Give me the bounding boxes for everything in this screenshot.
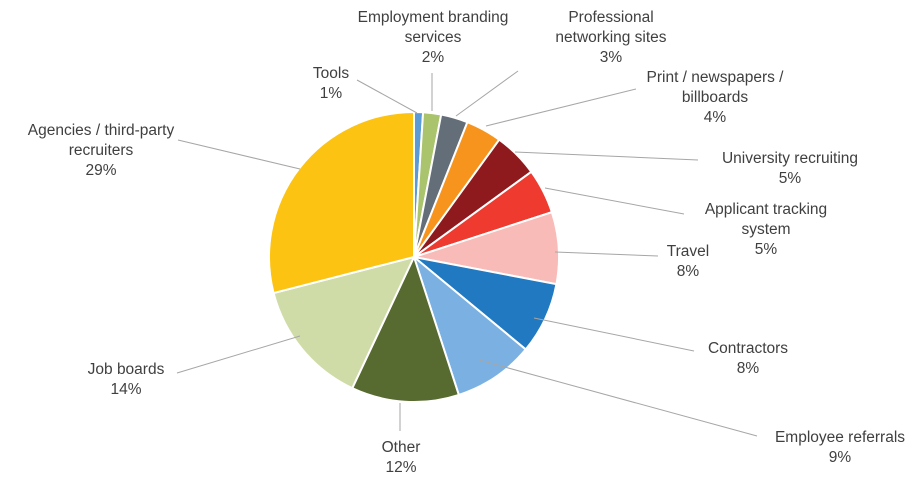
slice-name-line: Job boards: [88, 361, 165, 378]
slice-label-print-newspapers-billboards: Print / newspapers / billboards 4%: [647, 69, 785, 126]
leader-line-tools: [356, 79, 418, 114]
slice-name-line: Travel: [667, 243, 710, 260]
slice-percent: 8%: [737, 360, 760, 377]
slice-labels: Tools 1% Employment branding services 2% Prof…: [28, 9, 906, 476]
slice-label-job-boards: Job boards 14%: [88, 361, 165, 398]
slice-label-employment-branding-services: Employment branding services 2%: [358, 9, 509, 66]
slice-label-tools: Tools 1%: [313, 65, 349, 102]
slice-label-professional-networking-sites: Professional networking sites 3%: [555, 9, 666, 66]
slice-name-line: services: [405, 29, 462, 46]
slice-percent: 3%: [600, 49, 623, 66]
slice-name-line: Contractors: [708, 340, 788, 357]
slice-name-line: Applicant tracking: [705, 201, 827, 218]
slice-name-line: Other: [382, 439, 421, 456]
slice-label-other: Other 12%: [382, 439, 421, 476]
leader-line-contractors: [533, 317, 695, 352]
slice-percent: 4%: [704, 109, 727, 126]
leader-line-university-recruiting: [514, 151, 699, 161]
slice-label-travel: Travel 8%: [667, 243, 710, 280]
slice-name-line: Tools: [313, 65, 349, 82]
leader-line-job-boards: [176, 335, 301, 374]
slice-name-line: billboards: [682, 89, 749, 106]
leader-line-agencies-third-party-recruiters: [177, 139, 301, 170]
leader-line-professional-networking-sites: [455, 70, 519, 117]
leader-lines: [176, 70, 758, 437]
slice-percent: 12%: [385, 459, 416, 476]
leader-line-print-newspapers-billboards: [485, 88, 637, 127]
slice-name-line: Agencies / third-party: [28, 122, 175, 139]
slice-percent: 29%: [85, 162, 116, 179]
slice-name-line: Professional: [568, 9, 653, 26]
pie-slice-agencies-third-party-recruiters: [268, 110, 415, 295]
slice-name-line: University recruiting: [722, 150, 858, 167]
pie-slice-other: [350, 254, 461, 403]
slice-percent: 2%: [422, 49, 445, 66]
slice-label-university-recruiting: University recruiting 5%: [722, 150, 858, 187]
slice-label-applicant-tracking-system: Applicant tracking system 5%: [705, 201, 827, 258]
leader-line-employee-referrals: [478, 359, 758, 437]
slice-name-line: system: [741, 221, 790, 238]
pie-slices: [268, 110, 560, 403]
slice-percent: 5%: [779, 170, 802, 187]
slice-name-line: recruiters: [69, 142, 134, 159]
slice-name-line: Print / newspapers /: [647, 69, 785, 86]
slice-percent: 9%: [829, 449, 852, 466]
slice-name-line: Employee referrals: [775, 429, 905, 446]
slice-percent: 1%: [320, 85, 343, 102]
slice-name-line: Employment branding: [358, 9, 509, 26]
slice-percent: 14%: [110, 381, 141, 398]
slice-name-line: networking sites: [555, 29, 666, 46]
slice-percent: 5%: [755, 241, 778, 258]
leader-line-applicant-tracking-system: [544, 187, 685, 215]
pie-slice-employee-referrals: [411, 254, 528, 397]
slice-label-agencies-third-party-recruiters: Agencies / third-party recruiters 29%: [28, 122, 175, 179]
leader-line-travel: [554, 251, 659, 257]
slice-label-contractors: Contractors 8%: [708, 340, 788, 377]
slice-label-employee-referrals: Employee referrals 9%: [775, 429, 905, 466]
slice-percent: 8%: [677, 263, 700, 280]
pie-slice-job-boards: [272, 255, 416, 390]
